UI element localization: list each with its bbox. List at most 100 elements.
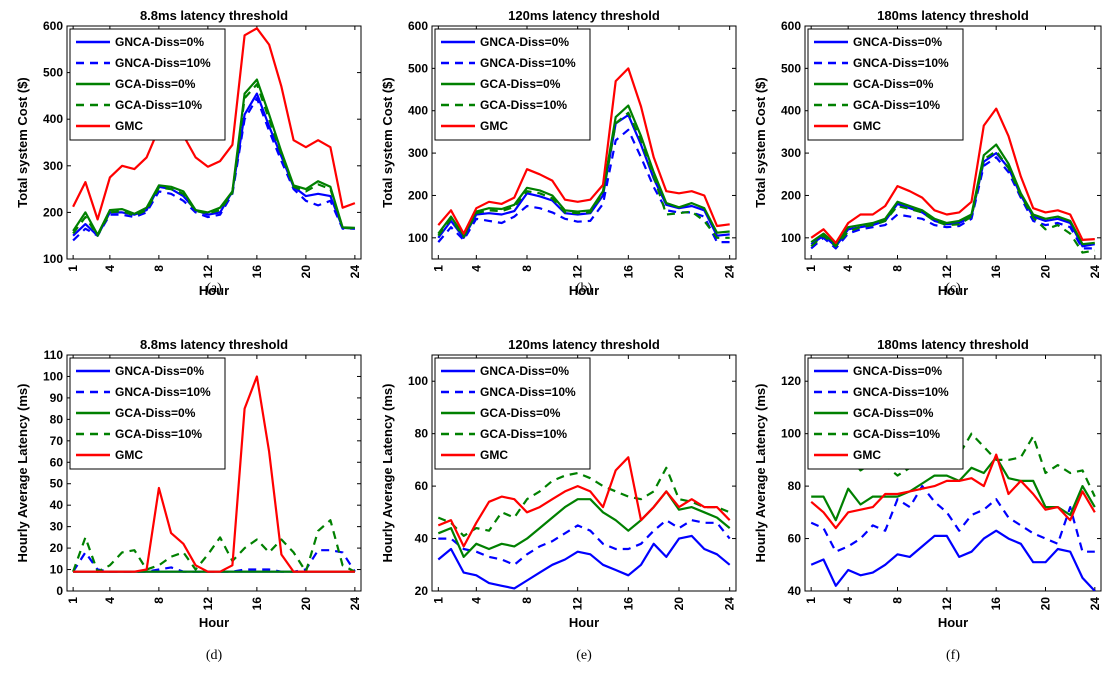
- x-axis-label: Hour: [938, 615, 968, 630]
- y-tick-label: 100: [781, 427, 801, 441]
- legend-label: GNCA-Diss=0%: [115, 364, 204, 378]
- y-tick-label: 40: [788, 584, 802, 598]
- y-tick-label: 500: [408, 61, 428, 75]
- x-tick-label: 12: [571, 265, 585, 279]
- chart-title: 8.8ms latency threshold: [140, 337, 288, 352]
- legend-label: GCA-Diss=0%: [853, 77, 934, 91]
- x-tick-label: 1: [804, 265, 818, 272]
- x-tick-label: 16: [621, 597, 635, 611]
- y-tick-label: 60: [50, 455, 64, 469]
- series-line-2: [810, 143, 1095, 246]
- y-tick-label: 0: [56, 584, 63, 598]
- x-tick-label: 12: [201, 265, 215, 279]
- chart-title: 180ms latency threshold: [877, 337, 1029, 352]
- y-tick-label: 400: [408, 104, 428, 118]
- chart-panel-3: 0 10 20 30 40 50 60 70 80 90 100 110 1 4 8 12 16 20 24 8.8m…: [15, 337, 362, 663]
- plot-frame: [804, 354, 1102, 592]
- subfigure-caption: (b): [576, 281, 593, 296]
- subfigure-caption: (c): [945, 281, 961, 296]
- legend-label: GNCA-Diss=10%: [115, 56, 211, 70]
- series-line-1: [437, 128, 730, 244]
- y-axis-label: Total system Cost ($): [15, 77, 30, 208]
- x-axis-label: Hour: [938, 283, 968, 298]
- x-tick-label: 8: [891, 265, 905, 272]
- legend-label: GMC: [853, 448, 881, 462]
- legend-label: GNCA-Diss=10%: [480, 56, 576, 70]
- series-line-2: [72, 78, 355, 236]
- x-tick-label: 24: [723, 265, 737, 279]
- legend-label: GMC: [115, 448, 143, 462]
- series-line-0: [437, 113, 730, 239]
- y-tick-label: 200: [408, 188, 428, 202]
- legend-label: GNCA-Diss=10%: [115, 385, 211, 399]
- legend-label: GMC: [480, 448, 508, 462]
- legend-label: GCA-Diss=0%: [853, 406, 934, 420]
- x-tick-label: 16: [989, 597, 1003, 611]
- x-tick-label: 20: [1039, 265, 1053, 279]
- series-line-3: [437, 111, 730, 239]
- legend-label: GNCA-Diss=0%: [853, 364, 942, 378]
- y-tick-label: 300: [781, 146, 801, 160]
- y-tick-label: 30: [50, 520, 64, 534]
- subfigure-caption: (e): [576, 648, 592, 663]
- y-tick-label: 100: [43, 252, 63, 266]
- x-tick-label: 1: [431, 597, 445, 604]
- y-tick-label: 200: [781, 188, 801, 202]
- x-tick-label: 24: [1088, 597, 1102, 611]
- legend-label: GCA-Diss=10%: [853, 427, 940, 441]
- y-axis-label: Total system Cost ($): [753, 77, 768, 208]
- series-line-2: [811, 456, 1096, 522]
- plot-frame: [804, 25, 1102, 260]
- x-tick-label: 8: [520, 265, 534, 272]
- y-tick-label: 60: [415, 479, 429, 493]
- series-line-3: [437, 466, 731, 538]
- y-tick-label: 500: [781, 61, 801, 75]
- y-tick-label: 200: [43, 205, 63, 219]
- y-tick-label: 80: [415, 427, 429, 441]
- chart-panel-2: 100 200 300 400 500 600 1 4 8 12 16 20 24 180ms laten…: [753, 8, 1102, 298]
- legend-label: GCA-Diss=10%: [115, 427, 202, 441]
- x-tick-label: 8: [152, 265, 166, 272]
- y-tick-label: 500: [43, 66, 63, 80]
- x-tick-label: 4: [469, 265, 483, 272]
- series-line-1: [810, 156, 1095, 250]
- x-tick-label: 16: [989, 265, 1003, 279]
- y-axis-label: Hourly Average Latency (ms): [15, 384, 30, 563]
- x-tick-label: 1: [804, 597, 818, 604]
- series-line-4: [810, 453, 1096, 530]
- x-tick-label: 16: [250, 597, 264, 611]
- y-axis-label: Hourly Average Latency (ms): [753, 384, 768, 563]
- x-tick-label: 24: [723, 597, 737, 611]
- y-tick-label: 70: [50, 434, 64, 448]
- x-tick-label: 20: [672, 597, 686, 611]
- y-tick-label: 100: [408, 231, 428, 245]
- legend-label: GCA-Diss=10%: [480, 98, 567, 112]
- y-tick-label: 40: [415, 532, 429, 546]
- y-tick-label: 600: [781, 19, 801, 33]
- y-tick-label: 100: [43, 369, 63, 383]
- x-tick-label: 20: [672, 265, 686, 279]
- legend-label: GCA-Diss=0%: [480, 77, 561, 91]
- legend-label: GNCA-Diss=10%: [853, 385, 949, 399]
- series-line-1: [72, 97, 355, 242]
- x-tick-label: 4: [103, 597, 117, 604]
- chart-title: 8.8ms latency threshold: [140, 8, 288, 23]
- series-line-4: [72, 27, 356, 221]
- chart-panel-0: 100 200 300 400 500 600 1 4 8 12 16 20 24 8.8ms laten…: [15, 8, 362, 298]
- chart-title: 120ms latency threshold: [508, 337, 660, 352]
- x-axis-label: Hour: [199, 615, 229, 630]
- series-line-2: [437, 490, 731, 559]
- series-line-4: [810, 107, 1095, 244]
- x-tick-label: 16: [250, 265, 264, 279]
- y-axis-label: Total system Cost ($): [380, 77, 395, 208]
- y-tick-label: 600: [43, 19, 63, 33]
- y-tick-label: 400: [43, 112, 63, 126]
- chart-panel-4: 20 40 60 80 100 1 4 8 12 16 20 24 120ms latency thre…: [380, 337, 737, 663]
- series-line-1: [72, 549, 356, 573]
- legend-label: GNCA-Diss=0%: [480, 35, 569, 49]
- legend-label: GCA-Diss=0%: [115, 77, 196, 91]
- y-tick-label: 20: [415, 584, 429, 598]
- x-tick-label: 20: [1039, 597, 1053, 611]
- x-tick-label: 1: [431, 265, 445, 272]
